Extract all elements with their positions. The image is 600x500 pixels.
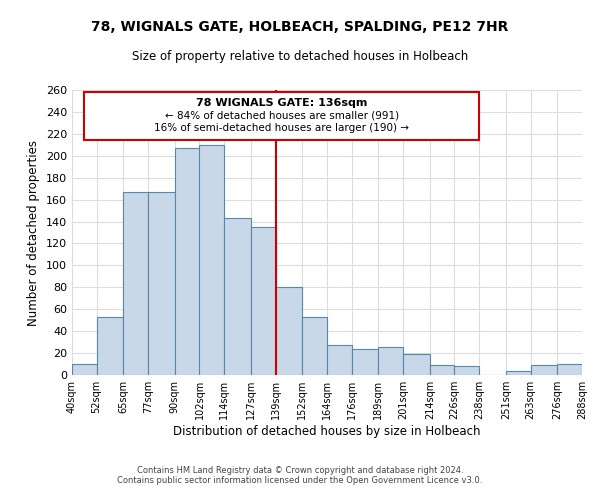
Text: 78, WIGNALS GATE, HOLBEACH, SPALDING, PE12 7HR: 78, WIGNALS GATE, HOLBEACH, SPALDING, PE… xyxy=(91,20,509,34)
Bar xyxy=(506,370,530,375)
Bar xyxy=(302,317,327,375)
Bar xyxy=(530,365,557,375)
Bar xyxy=(379,346,403,375)
Text: ← 84% of detached houses are smaller (991): ← 84% of detached houses are smaller (99… xyxy=(164,111,399,121)
Bar xyxy=(199,145,224,375)
Bar xyxy=(148,192,175,375)
Text: Size of property relative to detached houses in Holbeach: Size of property relative to detached ho… xyxy=(132,50,468,63)
Bar xyxy=(275,288,302,375)
Bar xyxy=(403,354,430,375)
Bar xyxy=(430,365,455,375)
Bar xyxy=(124,192,148,375)
Bar xyxy=(352,348,379,375)
Bar xyxy=(97,317,124,375)
Bar xyxy=(175,148,199,375)
Bar xyxy=(557,364,582,375)
Bar xyxy=(72,364,97,375)
X-axis label: Distribution of detached houses by size in Holbeach: Distribution of detached houses by size … xyxy=(173,425,481,438)
Bar xyxy=(251,227,275,375)
Text: 16% of semi-detached houses are larger (190) →: 16% of semi-detached houses are larger (… xyxy=(154,123,409,133)
Y-axis label: Number of detached properties: Number of detached properties xyxy=(28,140,40,326)
Bar xyxy=(455,366,479,375)
FancyBboxPatch shape xyxy=(85,92,479,140)
Bar xyxy=(327,346,352,375)
Text: 78 WIGNALS GATE: 136sqm: 78 WIGNALS GATE: 136sqm xyxy=(196,98,367,108)
Bar xyxy=(224,218,251,375)
Text: Contains HM Land Registry data © Crown copyright and database right 2024.
Contai: Contains HM Land Registry data © Crown c… xyxy=(118,466,482,485)
